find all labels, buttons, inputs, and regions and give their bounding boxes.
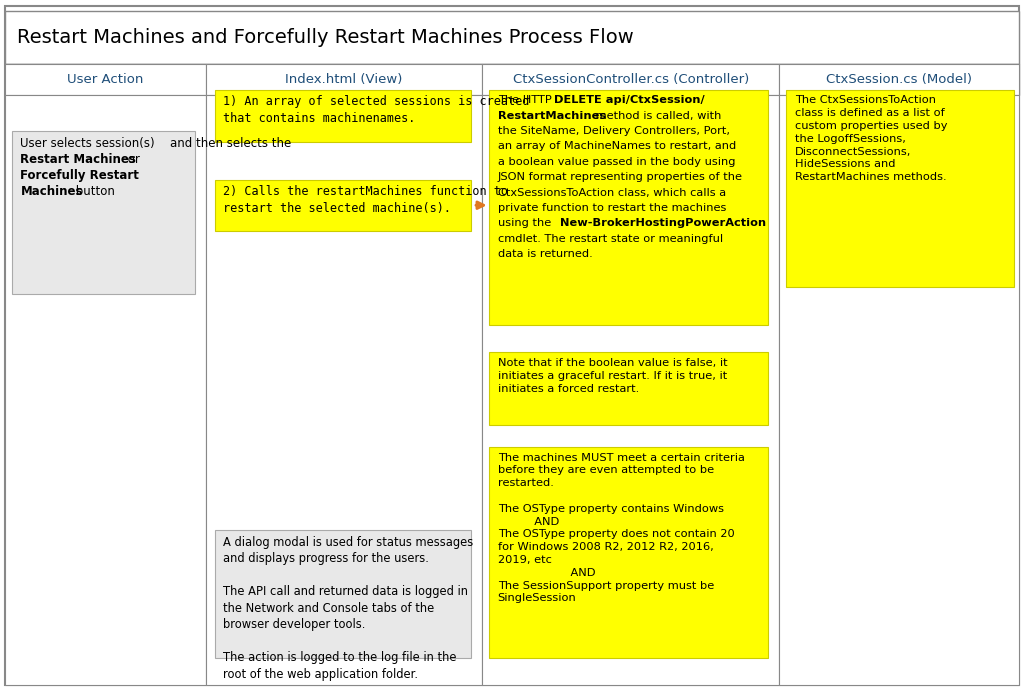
Text: method is called, with: method is called, with bbox=[592, 111, 721, 121]
Text: cmdlet. The restart state or meaningful: cmdlet. The restart state or meaningful bbox=[498, 234, 723, 244]
Bar bbox=[779, 64, 1019, 95]
Text: New-BrokerHostingPowerAction: New-BrokerHostingPowerAction bbox=[560, 218, 766, 228]
Bar bbox=[482, 64, 779, 95]
Bar bbox=[5, 64, 206, 95]
Bar bbox=[489, 447, 768, 658]
Text: Machines: Machines bbox=[20, 184, 83, 198]
Text: CtxSessionController.cs (Controller): CtxSessionController.cs (Controller) bbox=[513, 73, 749, 86]
Bar bbox=[5, 64, 1019, 95]
Text: Note that if the boolean value is false, it
initiates a graceful restart. If it : Note that if the boolean value is false,… bbox=[498, 358, 727, 394]
Text: Forcefully Restart: Forcefully Restart bbox=[20, 169, 139, 182]
Text: a boolean value passed in the body using: a boolean value passed in the body using bbox=[498, 157, 735, 167]
Text: data is returned.: data is returned. bbox=[498, 249, 593, 259]
Text: User selects session(s): User selects session(s) bbox=[20, 137, 155, 150]
Text: The CtxSessionsToAction
class is defined as a list of
custom properties used by
: The CtxSessionsToAction class is defined… bbox=[795, 95, 947, 182]
Text: DELETE api/CtxSession/: DELETE api/CtxSession/ bbox=[554, 95, 705, 105]
Text: The HTTP: The HTTP bbox=[498, 95, 555, 105]
Bar bbox=[5, 95, 206, 685]
Text: CtxSession.cs (Model): CtxSession.cs (Model) bbox=[826, 73, 972, 86]
Text: A dialog modal is used for status messages
and displays progress for the users.
: A dialog modal is used for status messag… bbox=[223, 536, 473, 681]
Text: using the: using the bbox=[498, 218, 555, 228]
Text: The machines MUST meet a certain criteria
before they are even attempted to be
r: The machines MUST meet a certain criteri… bbox=[498, 453, 744, 603]
Bar bbox=[215, 530, 471, 658]
Text: and then selects the: and then selects the bbox=[170, 137, 291, 150]
Bar bbox=[215, 180, 471, 231]
Bar bbox=[489, 352, 768, 425]
Text: User Action: User Action bbox=[68, 73, 143, 86]
Text: private function to restart the machines: private function to restart the machines bbox=[498, 203, 726, 213]
Bar bbox=[5, 11, 1019, 64]
Text: CtxSessionsToAction class, which calls a: CtxSessionsToAction class, which calls a bbox=[498, 188, 726, 198]
Text: 1) An array of selected sessions is created
that contains machinenames.: 1) An array of selected sessions is crea… bbox=[223, 95, 529, 125]
Text: Index.html (View): Index.html (View) bbox=[286, 73, 402, 86]
Bar bbox=[206, 95, 482, 685]
Bar bbox=[215, 90, 471, 142]
Bar bbox=[489, 90, 768, 325]
Text: or: or bbox=[124, 153, 140, 166]
Text: JSON format representing properties of the: JSON format representing properties of t… bbox=[498, 172, 742, 182]
Text: an array of MachineNames to restart, and: an array of MachineNames to restart, and bbox=[498, 142, 736, 151]
Bar bbox=[786, 90, 1014, 287]
Bar bbox=[12, 131, 195, 294]
Text: 2) Calls the restartMachines function to
restart the selected machine(s).: 2) Calls the restartMachines function to… bbox=[223, 185, 508, 215]
Text: RestartMachines: RestartMachines bbox=[498, 111, 606, 121]
Bar bbox=[206, 64, 482, 95]
Text: Restart Machines and Forcefully Restart Machines Process Flow: Restart Machines and Forcefully Restart … bbox=[17, 28, 634, 47]
Text: Restart Machines: Restart Machines bbox=[20, 153, 136, 166]
Bar bbox=[779, 95, 1019, 685]
Bar bbox=[482, 95, 779, 685]
Text: the SiteName, Delivery Controllers, Port,: the SiteName, Delivery Controllers, Port… bbox=[498, 126, 730, 136]
Text: button: button bbox=[73, 184, 116, 198]
